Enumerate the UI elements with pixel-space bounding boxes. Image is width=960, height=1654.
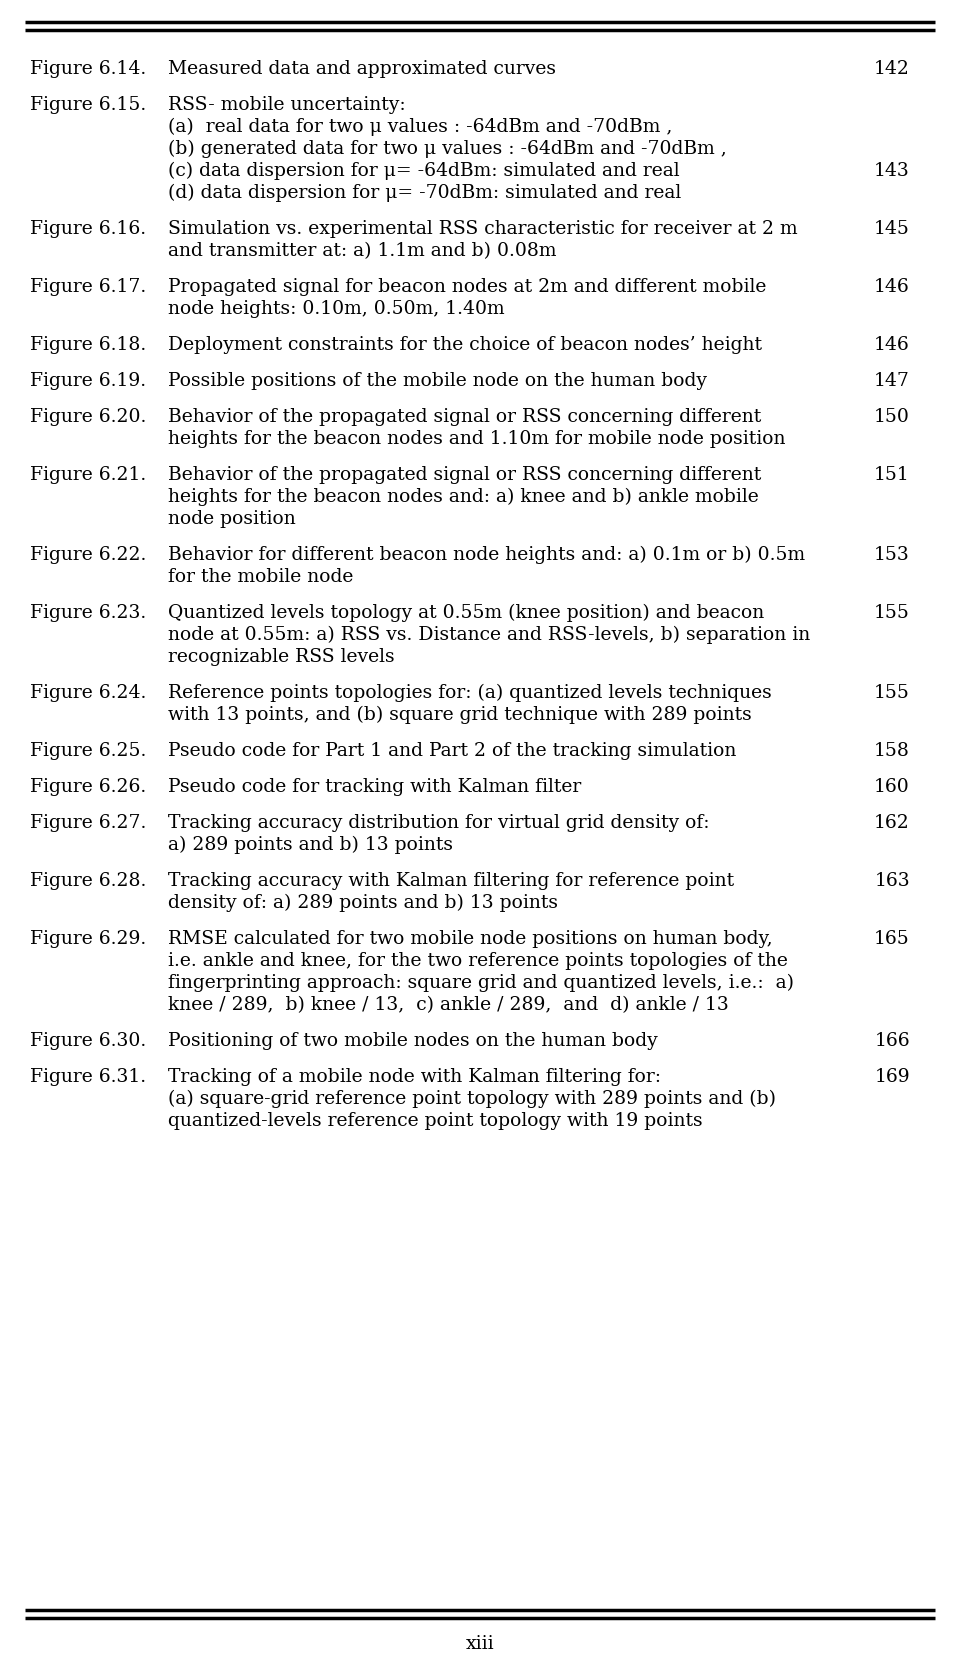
Text: Behavior of the propagated signal or RSS concerning different: Behavior of the propagated signal or RSS… [168, 409, 761, 427]
Text: Figure 6.19.: Figure 6.19. [30, 372, 146, 390]
Text: heights for the beacon nodes and 1.10m for mobile node position: heights for the beacon nodes and 1.10m f… [168, 430, 785, 448]
Text: 143: 143 [875, 162, 910, 180]
Text: node at 0.55m: a) RSS vs. Distance and RSS-levels, b) separation in: node at 0.55m: a) RSS vs. Distance and R… [168, 625, 810, 645]
Text: Figure 6.23.: Figure 6.23. [30, 604, 146, 622]
Text: Figure 6.29.: Figure 6.29. [30, 930, 146, 948]
Text: 151: 151 [875, 466, 910, 485]
Text: Figure 6.20.: Figure 6.20. [30, 409, 146, 427]
Text: knee / 289,  b) knee / 13,  c) ankle / 289,  and  d) ankle / 13: knee / 289, b) knee / 13, c) ankle / 289… [168, 996, 729, 1014]
Text: 146: 146 [875, 336, 910, 354]
Text: 153: 153 [875, 546, 910, 564]
Text: Tracking of a mobile node with Kalman filtering for:: Tracking of a mobile node with Kalman fi… [168, 1068, 661, 1087]
Text: Figure 6.28.: Figure 6.28. [30, 872, 146, 890]
Text: RSS- mobile uncertainty:: RSS- mobile uncertainty: [168, 96, 406, 114]
Text: Figure 6.31.: Figure 6.31. [30, 1068, 146, 1087]
Text: quantized-levels reference point topology with 19 points: quantized-levels reference point topolog… [168, 1111, 703, 1130]
Text: 155: 155 [875, 685, 910, 701]
Text: and transmitter at: a) 1.1m and b) 0.08m: and transmitter at: a) 1.1m and b) 0.08m [168, 241, 557, 260]
Text: (c) data dispersion for μ= -64dBm: simulated and real: (c) data dispersion for μ= -64dBm: simul… [168, 162, 680, 180]
Text: RMSE calculated for two mobile node positions on human body,: RMSE calculated for two mobile node posi… [168, 930, 773, 948]
Text: Figure 6.25.: Figure 6.25. [30, 743, 146, 759]
Text: i.e. ankle and knee, for the two reference points topologies of the: i.e. ankle and knee, for the two referen… [168, 953, 788, 969]
Text: Figure 6.15.: Figure 6.15. [30, 96, 146, 114]
Text: Figure 6.17.: Figure 6.17. [30, 278, 146, 296]
Text: Figure 6.24.: Figure 6.24. [30, 685, 146, 701]
Text: Pseudo code for tracking with Kalman filter: Pseudo code for tracking with Kalman fil… [168, 777, 581, 796]
Text: Possible positions of the mobile node on the human body: Possible positions of the mobile node on… [168, 372, 707, 390]
Text: Behavior of the propagated signal or RSS concerning different: Behavior of the propagated signal or RSS… [168, 466, 761, 485]
Text: Figure 6.14.: Figure 6.14. [30, 60, 146, 78]
Text: (a) square-grid reference point topology with 289 points and (b): (a) square-grid reference point topology… [168, 1090, 776, 1108]
Text: 142: 142 [875, 60, 910, 78]
Text: heights for the beacon nodes and: a) knee and b) ankle mobile: heights for the beacon nodes and: a) kne… [168, 488, 758, 506]
Text: density of: a) 289 points and b) 13 points: density of: a) 289 points and b) 13 poin… [168, 895, 558, 913]
Text: Measured data and approximated curves: Measured data and approximated curves [168, 60, 556, 78]
Text: node position: node position [168, 509, 296, 528]
Text: fingerprinting approach: square grid and quantized levels, i.e.:  a): fingerprinting approach: square grid and… [168, 974, 794, 992]
Text: 165: 165 [875, 930, 910, 948]
Text: Simulation vs. experimental RSS characteristic for receiver at 2 m: Simulation vs. experimental RSS characte… [168, 220, 798, 238]
Text: (b) generated data for two μ values : -64dBm and -70dBm ,: (b) generated data for two μ values : -6… [168, 141, 727, 159]
Text: (d) data dispersion for μ= -70dBm: simulated and real: (d) data dispersion for μ= -70dBm: simul… [168, 184, 682, 202]
Text: 160: 160 [875, 777, 910, 796]
Text: 166: 166 [875, 1032, 910, 1050]
Text: Figure 6.16.: Figure 6.16. [30, 220, 146, 238]
Text: Tracking accuracy distribution for virtual grid density of:: Tracking accuracy distribution for virtu… [168, 814, 709, 832]
Text: 169: 169 [875, 1068, 910, 1087]
Text: 145: 145 [875, 220, 910, 238]
Text: Figure 6.22.: Figure 6.22. [30, 546, 146, 564]
Text: 146: 146 [875, 278, 910, 296]
Text: Figure 6.30.: Figure 6.30. [30, 1032, 146, 1050]
Text: a) 289 points and b) 13 points: a) 289 points and b) 13 points [168, 835, 453, 853]
Text: Figure 6.21.: Figure 6.21. [30, 466, 146, 485]
Text: 158: 158 [875, 743, 910, 759]
Text: with 13 points, and (b) square grid technique with 289 points: with 13 points, and (b) square grid tech… [168, 706, 752, 724]
Text: node heights: 0.10m, 0.50m, 1.40m: node heights: 0.10m, 0.50m, 1.40m [168, 299, 505, 318]
Text: Quantized levels topology at 0.55m (knee position) and beacon: Quantized levels topology at 0.55m (knee… [168, 604, 764, 622]
Text: 150: 150 [875, 409, 910, 427]
Text: Reference points topologies for: (a) quantized levels techniques: Reference points topologies for: (a) qua… [168, 685, 772, 703]
Text: Propagated signal for beacon nodes at 2m and different mobile: Propagated signal for beacon nodes at 2m… [168, 278, 766, 296]
Text: 162: 162 [875, 814, 910, 832]
Text: Figure 6.18.: Figure 6.18. [30, 336, 146, 354]
Text: for the mobile node: for the mobile node [168, 567, 353, 586]
Text: Behavior for different beacon node heights and: a) 0.1m or b) 0.5m: Behavior for different beacon node heigh… [168, 546, 805, 564]
Text: Pseudo code for Part 1 and Part 2 of the tracking simulation: Pseudo code for Part 1 and Part 2 of the… [168, 743, 736, 759]
Text: Figure 6.27.: Figure 6.27. [30, 814, 146, 832]
Text: 155: 155 [875, 604, 910, 622]
Text: xiii: xiii [466, 1636, 494, 1652]
Text: (a)  real data for two μ values : -64dBm and -70dBm ,: (a) real data for two μ values : -64dBm … [168, 117, 672, 136]
Text: recognizable RSS levels: recognizable RSS levels [168, 648, 395, 667]
Text: Tracking accuracy with Kalman filtering for reference point: Tracking accuracy with Kalman filtering … [168, 872, 734, 890]
Text: Deployment constraints for the choice of beacon nodes’ height: Deployment constraints for the choice of… [168, 336, 762, 354]
Text: Positioning of two mobile nodes on the human body: Positioning of two mobile nodes on the h… [168, 1032, 658, 1050]
Text: 147: 147 [875, 372, 910, 390]
Text: 163: 163 [875, 872, 910, 890]
Text: Figure 6.26.: Figure 6.26. [30, 777, 146, 796]
